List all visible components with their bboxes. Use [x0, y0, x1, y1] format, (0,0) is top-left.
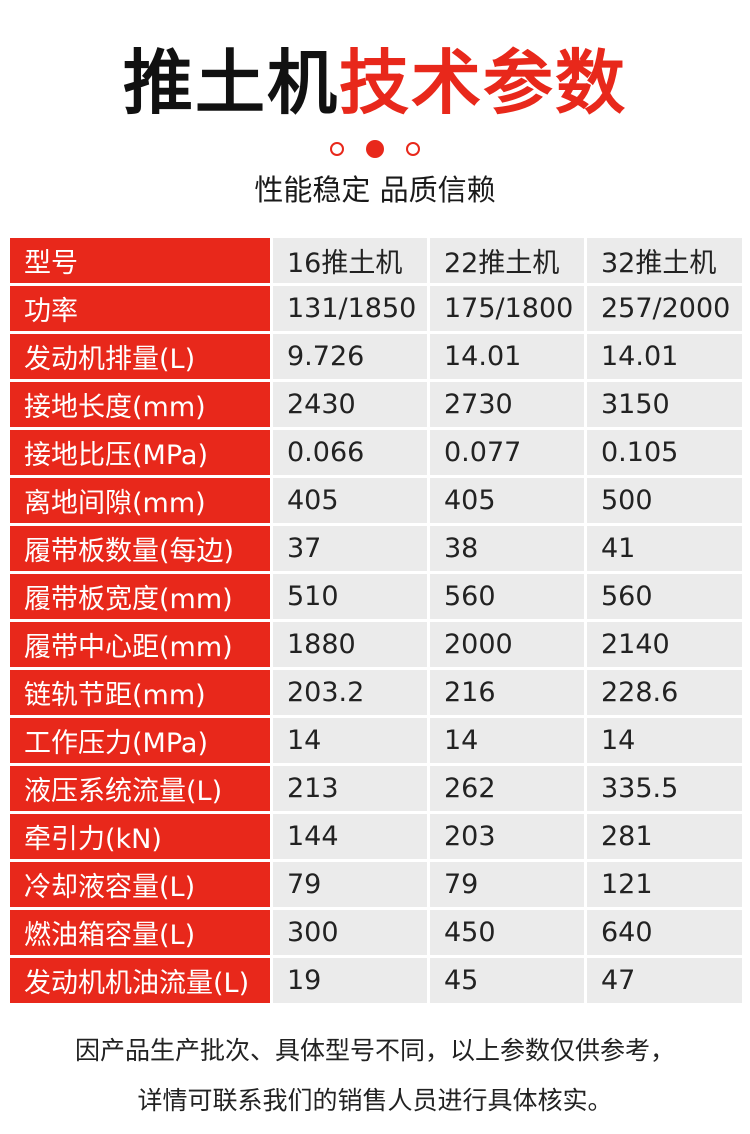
table-row: 发动机机油流量(L) 19 45 47: [10, 958, 742, 1003]
param-value-cell: 19: [273, 958, 427, 1003]
param-value-cell: 228.6: [587, 670, 742, 715]
param-value-cell: 14.01: [430, 334, 584, 379]
param-value-cell: 131/1850: [273, 286, 427, 331]
spec-table-body: 型号 16推土机 22推土机 32推土机 功率 131/1850 175/1800 257/2…: [10, 238, 742, 1003]
table-row: 发动机排量(L) 9.726 14.01 14.01: [10, 334, 742, 379]
filled-dot-icon: [366, 140, 384, 158]
param-value-cell: 300: [273, 910, 427, 955]
param-value-cell: 14.01: [587, 334, 742, 379]
param-value-cell: 500: [587, 478, 742, 523]
param-value-cell: 2000: [430, 622, 584, 667]
param-value-cell: 2430: [273, 382, 427, 427]
ring-dot-icon: [406, 142, 420, 156]
param-name-cell: 接地长度(mm): [10, 382, 270, 427]
param-value-cell: 0.066: [273, 430, 427, 475]
param-value-cell: 335.5: [587, 766, 742, 811]
param-value-cell: 0.105: [587, 430, 742, 475]
param-name-cell: 接地比压(MPa): [10, 430, 270, 475]
param-name-cell: 工作压力(MPa): [10, 718, 270, 763]
title-part-red: 技术参数: [339, 42, 627, 124]
param-value-cell: 2140: [587, 622, 742, 667]
table-row: 液压系统流量(L) 213 262 335.5: [10, 766, 742, 811]
param-name-cell: 发动机机油流量(L): [10, 958, 270, 1003]
param-name-cell: 牵引力(kN): [10, 814, 270, 859]
param-value-cell: 79: [273, 862, 427, 907]
table-row: 牵引力(kN) 144 203 281: [10, 814, 742, 859]
model-header-cell: 16推土机: [273, 238, 427, 283]
param-value-cell: 47: [587, 958, 742, 1003]
param-value-cell: 560: [587, 574, 742, 619]
param-value-cell: 14: [273, 718, 427, 763]
table-row: 离地间隙(mm) 405 405 500: [10, 478, 742, 523]
table-row: 燃油箱容量(L) 300 450 640: [10, 910, 742, 955]
page-subtitle: 性能稳定 品质信赖: [254, 173, 496, 207]
ring-dot-icon: [330, 142, 344, 156]
param-value-cell: 41: [587, 526, 742, 571]
param-name-cell: 燃油箱容量(L): [10, 910, 270, 955]
title-part-dark: 推土机: [123, 42, 339, 124]
disclaimer-line-1: 因产品生产批次、具体型号不同，以上参数仅供参考，: [74, 1036, 675, 1065]
param-value-cell: 38: [430, 526, 584, 571]
param-value-cell: 144: [273, 814, 427, 859]
param-name-cell: 液压系统流量(L): [10, 766, 270, 811]
param-value-cell: 203.2: [273, 670, 427, 715]
param-name-cell: 履带板宽度(mm): [10, 574, 270, 619]
header-label-cell: 型号: [10, 238, 270, 283]
param-value-cell: 405: [273, 478, 427, 523]
param-value-cell: 175/1800: [430, 286, 584, 331]
param-name-cell: 冷却液容量(L): [10, 862, 270, 907]
param-name-cell: 履带中心距(mm): [10, 622, 270, 667]
param-value-cell: 2730: [430, 382, 584, 427]
param-value-cell: 14: [430, 718, 584, 763]
param-value-cell: 281: [587, 814, 742, 859]
param-value-cell: 3150: [587, 382, 742, 427]
table-row: 履带板宽度(mm) 510 560 560: [10, 574, 742, 619]
param-name-cell: 履带板数量(每边): [10, 526, 270, 571]
disclaimer-note: 因产品生产批次、具体型号不同，以上参数仅供参考， 详情可联系我们的销售人员进行具…: [0, 1026, 750, 1126]
table-row: 功率 131/1850 175/1800 257/2000: [10, 286, 742, 331]
table-row: 履带板数量(每边) 37 38 41: [10, 526, 742, 571]
table-row: 工作压力(MPa) 14 14 14: [10, 718, 742, 763]
page-title: 推土机技术参数: [0, 38, 750, 128]
table-row: 冷却液容量(L) 79 79 121: [10, 862, 742, 907]
param-value-cell: 257/2000: [587, 286, 742, 331]
model-header-cell: 22推土机: [430, 238, 584, 283]
param-value-cell: 37: [273, 526, 427, 571]
param-value-cell: 1880: [273, 622, 427, 667]
param-value-cell: 14: [587, 718, 742, 763]
param-value-cell: 560: [430, 574, 584, 619]
param-value-cell: 121: [587, 862, 742, 907]
param-value-cell: 0.077: [430, 430, 584, 475]
table-row: 链轨节距(mm) 203.2 216 228.6: [10, 670, 742, 715]
param-value-cell: 262: [430, 766, 584, 811]
param-value-cell: 405: [430, 478, 584, 523]
table-row: 接地比压(MPa) 0.066 0.077 0.105: [10, 430, 742, 475]
param-value-cell: 510: [273, 574, 427, 619]
param-value-cell: 79: [430, 862, 584, 907]
param-name-cell: 功率: [10, 286, 270, 331]
spec-table: 型号 16推土机 22推土机 32推土机 功率 131/1850 175/1800 257/2…: [7, 235, 745, 1006]
param-value-cell: 640: [587, 910, 742, 955]
decorative-dots: [0, 138, 750, 160]
param-value-cell: 213: [273, 766, 427, 811]
disclaimer-line-2: 详情可联系我们的销售人员进行具体核实。: [137, 1086, 613, 1115]
param-value-cell: 9.726: [273, 334, 427, 379]
param-name-cell: 链轨节距(mm): [10, 670, 270, 715]
param-value-cell: 203: [430, 814, 584, 859]
param-name-cell: 发动机排量(L): [10, 334, 270, 379]
model-header-cell: 32推土机: [587, 238, 742, 283]
param-name-cell: 离地间隙(mm): [10, 478, 270, 523]
table-row: 履带中心距(mm) 1880 2000 2140: [10, 622, 742, 667]
table-row: 接地长度(mm) 2430 2730 3150: [10, 382, 742, 427]
param-value-cell: 450: [430, 910, 584, 955]
param-value-cell: 216: [430, 670, 584, 715]
table-header-row: 型号 16推土机 22推土机 32推土机: [10, 238, 742, 283]
param-value-cell: 45: [430, 958, 584, 1003]
